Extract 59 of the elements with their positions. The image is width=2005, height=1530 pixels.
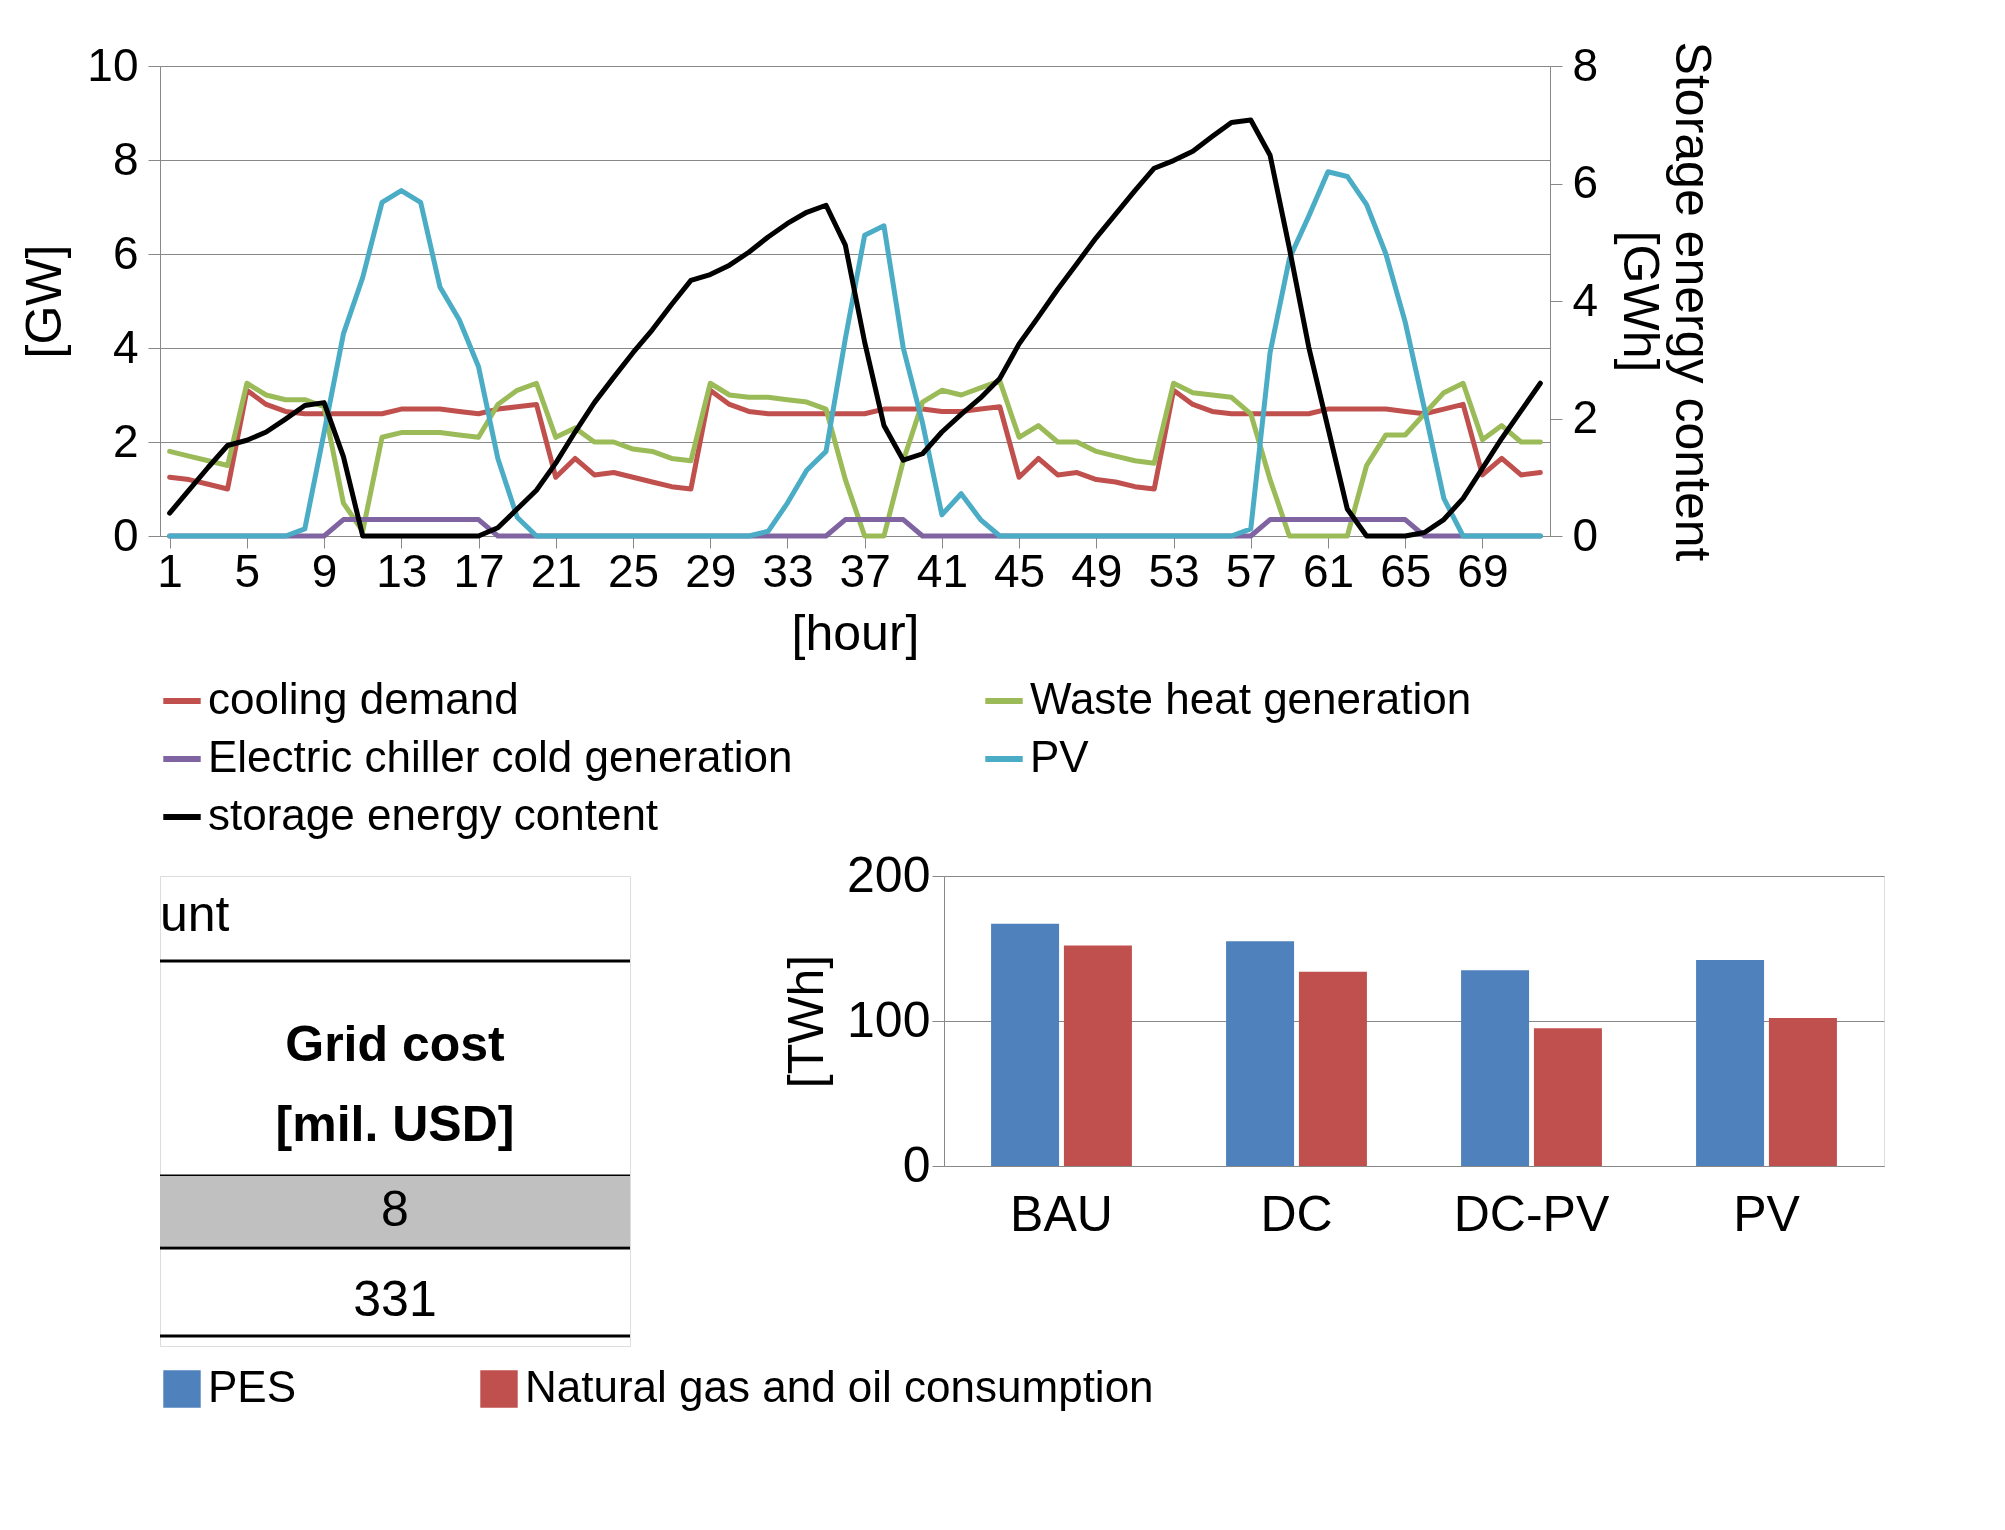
x-tick-label: 21 [530, 544, 582, 597]
text: 331 [353, 1271, 437, 1327]
x-tick-label: 25 [607, 544, 660, 597]
x-tick-label: 33 [762, 544, 814, 597]
x-tick-label: PV [1733, 1185, 1801, 1242]
y-tick-label: 2 [112, 414, 139, 467]
x-tick-label: 37 [839, 544, 891, 597]
text: 8 [381, 1181, 409, 1237]
x-tick-label: 69 [1457, 544, 1509, 597]
y-tick-label: 10 [87, 38, 139, 91]
x-tick-label: 49 [1071, 544, 1123, 597]
y2-tick-label: 4 [1572, 273, 1599, 326]
text: unt [160, 886, 230, 942]
x-tick-label: 53 [1148, 544, 1200, 597]
bar [1461, 970, 1530, 1166]
x-tick-label: 41 [916, 544, 968, 597]
y-tick-label: 100 [847, 991, 931, 1048]
x-tick-label: 5 [234, 544, 261, 597]
x-tick-label: 57 [1225, 544, 1277, 597]
legend-label: Electric chiller cold generation [208, 732, 793, 781]
legend-label: Natural gas and oil consumption [525, 1362, 1154, 1411]
y-tick-label: 8 [112, 132, 139, 185]
x-tick-label: 29 [685, 544, 737, 597]
x-tick-label: 13 [376, 544, 428, 597]
y-tick-label: 4 [112, 320, 139, 373]
bar [1226, 941, 1295, 1166]
y-tick-label: 0 [112, 508, 139, 561]
x-tick-label: BAU [1010, 1185, 1113, 1242]
x-tick-label: 61 [1302, 544, 1355, 597]
x-tick-label: 17 [453, 544, 505, 597]
y-axis-title: [TWh] [778, 954, 835, 1089]
x-tick-label: 9 [311, 544, 338, 597]
y2-tick-label: 2 [1572, 391, 1599, 443]
legend-label: cooling demand [208, 674, 519, 723]
x-tick-label: 1 [157, 544, 183, 597]
legend-label: Waste heat generation [1030, 674, 1472, 723]
legend-label: PES [208, 1362, 297, 1411]
bar [1298, 971, 1367, 1166]
y2-axis-title: Storage energy content [GWh] [1613, 41, 1722, 562]
x-tick-label: 45 [994, 544, 1046, 597]
y-tick-label: 200 [847, 846, 931, 903]
legend-label: storage energy content [208, 790, 659, 839]
text: Grid cost [mil. USD] [275, 1016, 515, 1152]
y2-tick-label: 6 [1572, 156, 1599, 208]
y-axis-title: [GW] [16, 244, 73, 359]
legend-label: PV [1030, 732, 1090, 781]
x-tick-label: DC-PV [1453, 1185, 1610, 1242]
x-axis-title: [hour] [791, 604, 920, 661]
y-tick-label: 6 [112, 226, 139, 279]
bar [1768, 1018, 1837, 1166]
bar [1533, 1028, 1602, 1166]
y2-tick-label: 8 [1572, 38, 1599, 91]
bar [991, 923, 1060, 1166]
y2-tick-label: 0 [1572, 508, 1599, 561]
x-tick-label: 65 [1380, 544, 1432, 597]
bar [1696, 960, 1765, 1166]
y-tick-label: 0 [902, 1136, 931, 1193]
x-tick-label: DC [1260, 1185, 1333, 1242]
bar [1063, 945, 1132, 1166]
